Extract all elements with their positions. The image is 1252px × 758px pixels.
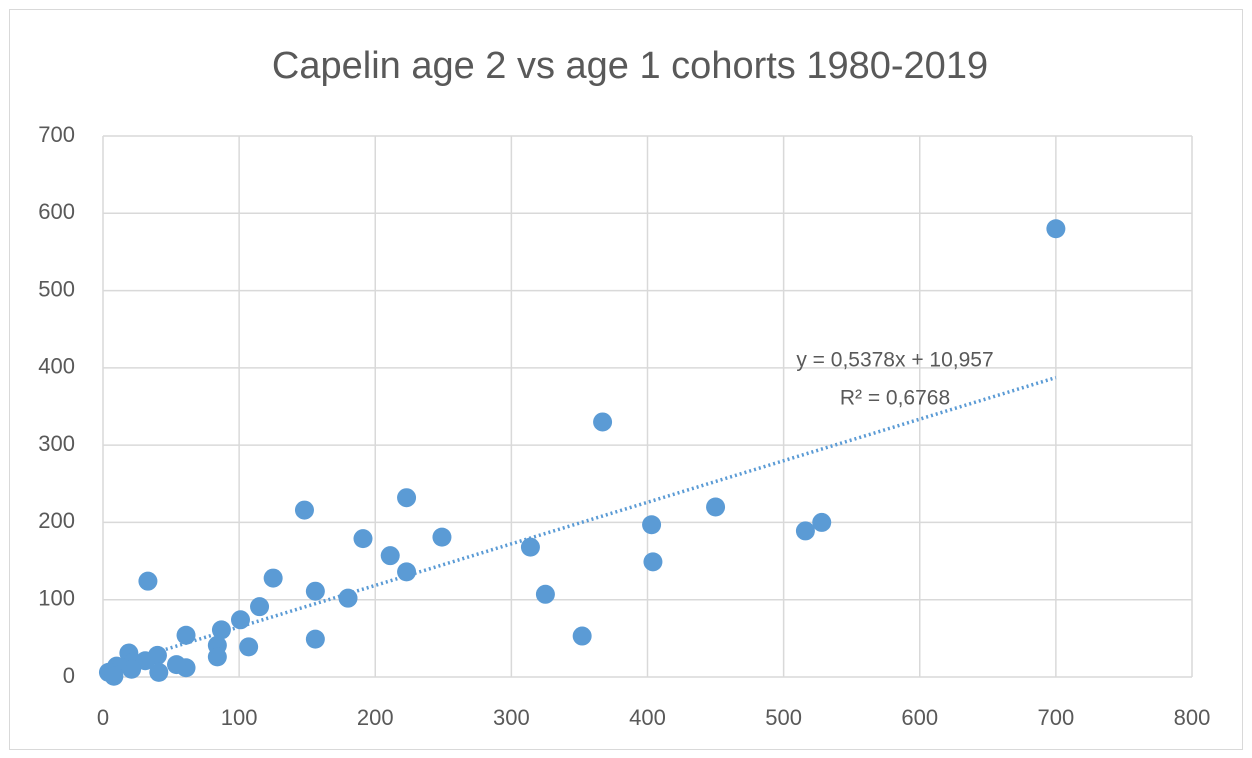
x-tick-label: 600 bbox=[901, 705, 938, 730]
point bbox=[305, 581, 325, 601]
chart-title: Capelin age 2 vs age 1 cohorts 1980-2019 bbox=[272, 45, 988, 87]
point bbox=[149, 662, 169, 682]
y-tick-label: 0 bbox=[63, 663, 75, 688]
point bbox=[138, 571, 158, 591]
point bbox=[176, 625, 196, 645]
point bbox=[263, 568, 283, 588]
point bbox=[230, 610, 250, 630]
point bbox=[211, 620, 231, 640]
trendline-r-squared: R² = 0,6768 bbox=[840, 387, 950, 410]
trendline bbox=[107, 375, 1057, 669]
point bbox=[104, 666, 124, 686]
y-tick-label: 700 bbox=[38, 122, 75, 147]
y-tick-label: 400 bbox=[38, 354, 75, 379]
x-tick-label: 200 bbox=[357, 705, 394, 730]
y-tick-label: 100 bbox=[38, 586, 75, 611]
point bbox=[338, 588, 358, 608]
trendline-equation: y = 0,5378x + 10,957 bbox=[796, 349, 993, 372]
point bbox=[239, 637, 259, 657]
point bbox=[397, 488, 417, 508]
point bbox=[535, 584, 555, 604]
point bbox=[520, 537, 540, 557]
x-tick-label: 700 bbox=[1038, 705, 1075, 730]
point bbox=[593, 412, 613, 432]
x-tick-label: 0 bbox=[97, 705, 109, 730]
point bbox=[706, 497, 726, 517]
point bbox=[432, 527, 452, 547]
x-tick-label: 100 bbox=[221, 705, 258, 730]
point bbox=[294, 500, 314, 520]
y-tick-label: 300 bbox=[38, 431, 75, 456]
point bbox=[572, 626, 592, 646]
point bbox=[305, 629, 325, 649]
point bbox=[1046, 219, 1066, 239]
x-tick-label: 400 bbox=[629, 705, 666, 730]
point bbox=[795, 521, 815, 541]
point bbox=[250, 597, 270, 617]
point bbox=[397, 562, 417, 582]
point bbox=[122, 659, 142, 679]
x-tick-label: 500 bbox=[765, 705, 802, 730]
point bbox=[642, 515, 662, 535]
point bbox=[353, 529, 373, 549]
y-tick-label: 600 bbox=[38, 199, 75, 224]
x-tick-label: 300 bbox=[493, 705, 530, 730]
point bbox=[207, 647, 227, 667]
x-tick-label: 800 bbox=[1174, 705, 1211, 730]
y-tick-label: 500 bbox=[38, 276, 75, 301]
point bbox=[812, 512, 832, 532]
point bbox=[643, 552, 663, 572]
y-tick-label: 200 bbox=[38, 508, 75, 533]
point bbox=[167, 655, 187, 675]
point bbox=[380, 546, 400, 566]
